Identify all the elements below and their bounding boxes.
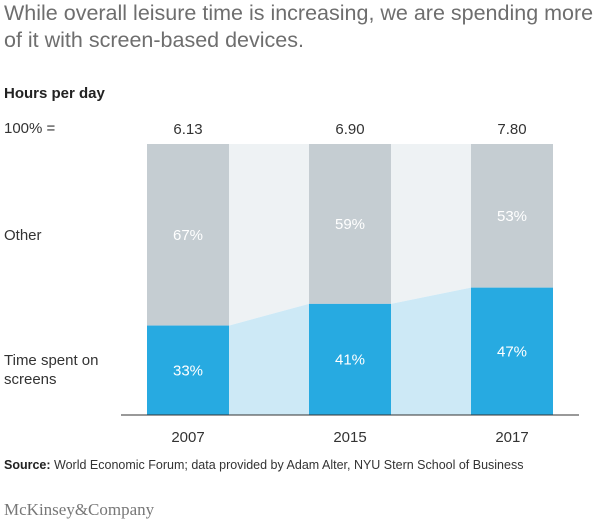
- bar-layer: [147, 144, 553, 415]
- screens-bar-segment: [147, 325, 229, 415]
- mckinsey-logo: McKinsey&Company: [4, 500, 155, 519]
- label-layer: 67% 33% 6.13 2007 59% 41% 6.90 2015 53% 47% 7.80 20…: [171, 121, 528, 446]
- screens-connector-band: [391, 287, 471, 415]
- other-connector-band: [391, 144, 471, 304]
- total-row-label: 100% =: [4, 120, 56, 137]
- other-value-label: 53%: [497, 208, 527, 225]
- screens-row-label: Time spent on screens: [4, 352, 99, 388]
- other-row-label: Other: [4, 227, 42, 244]
- other-bar-segment: [309, 144, 391, 304]
- chart-subhead: Hours per day: [4, 85, 105, 102]
- other-value-label: 67%: [173, 227, 203, 244]
- year-tick-label: 2007: [171, 429, 204, 446]
- screens-bar-segment: [309, 303, 391, 415]
- total-hours-label: 6.13: [173, 121, 202, 138]
- year-tick-label: 2015: [333, 429, 366, 446]
- other-value-label: 59%: [335, 216, 365, 233]
- connector-layer: [229, 144, 471, 415]
- chart-title: While overall leisure time is increasing…: [4, 1, 594, 52]
- screens-value-label: 33%: [173, 362, 203, 379]
- screens-value-label: 41%: [335, 351, 365, 368]
- screens-value-label: 47%: [497, 343, 527, 360]
- year-tick-label: 2017: [495, 429, 528, 446]
- screens-connector-band: [229, 303, 309, 415]
- screens-bar-segment: [471, 287, 553, 415]
- total-hours-label: 6.90: [335, 121, 364, 138]
- source-text: World Economic Forum; data provided by A…: [54, 458, 524, 472]
- other-connector-band: [229, 144, 309, 326]
- source-note: Source: World Economic Forum; data provi…: [4, 458, 596, 472]
- source-label: Source:: [4, 458, 51, 472]
- other-bar-segment: [147, 144, 229, 326]
- total-hours-label: 7.80: [497, 121, 526, 138]
- other-bar-segment: [471, 144, 553, 288]
